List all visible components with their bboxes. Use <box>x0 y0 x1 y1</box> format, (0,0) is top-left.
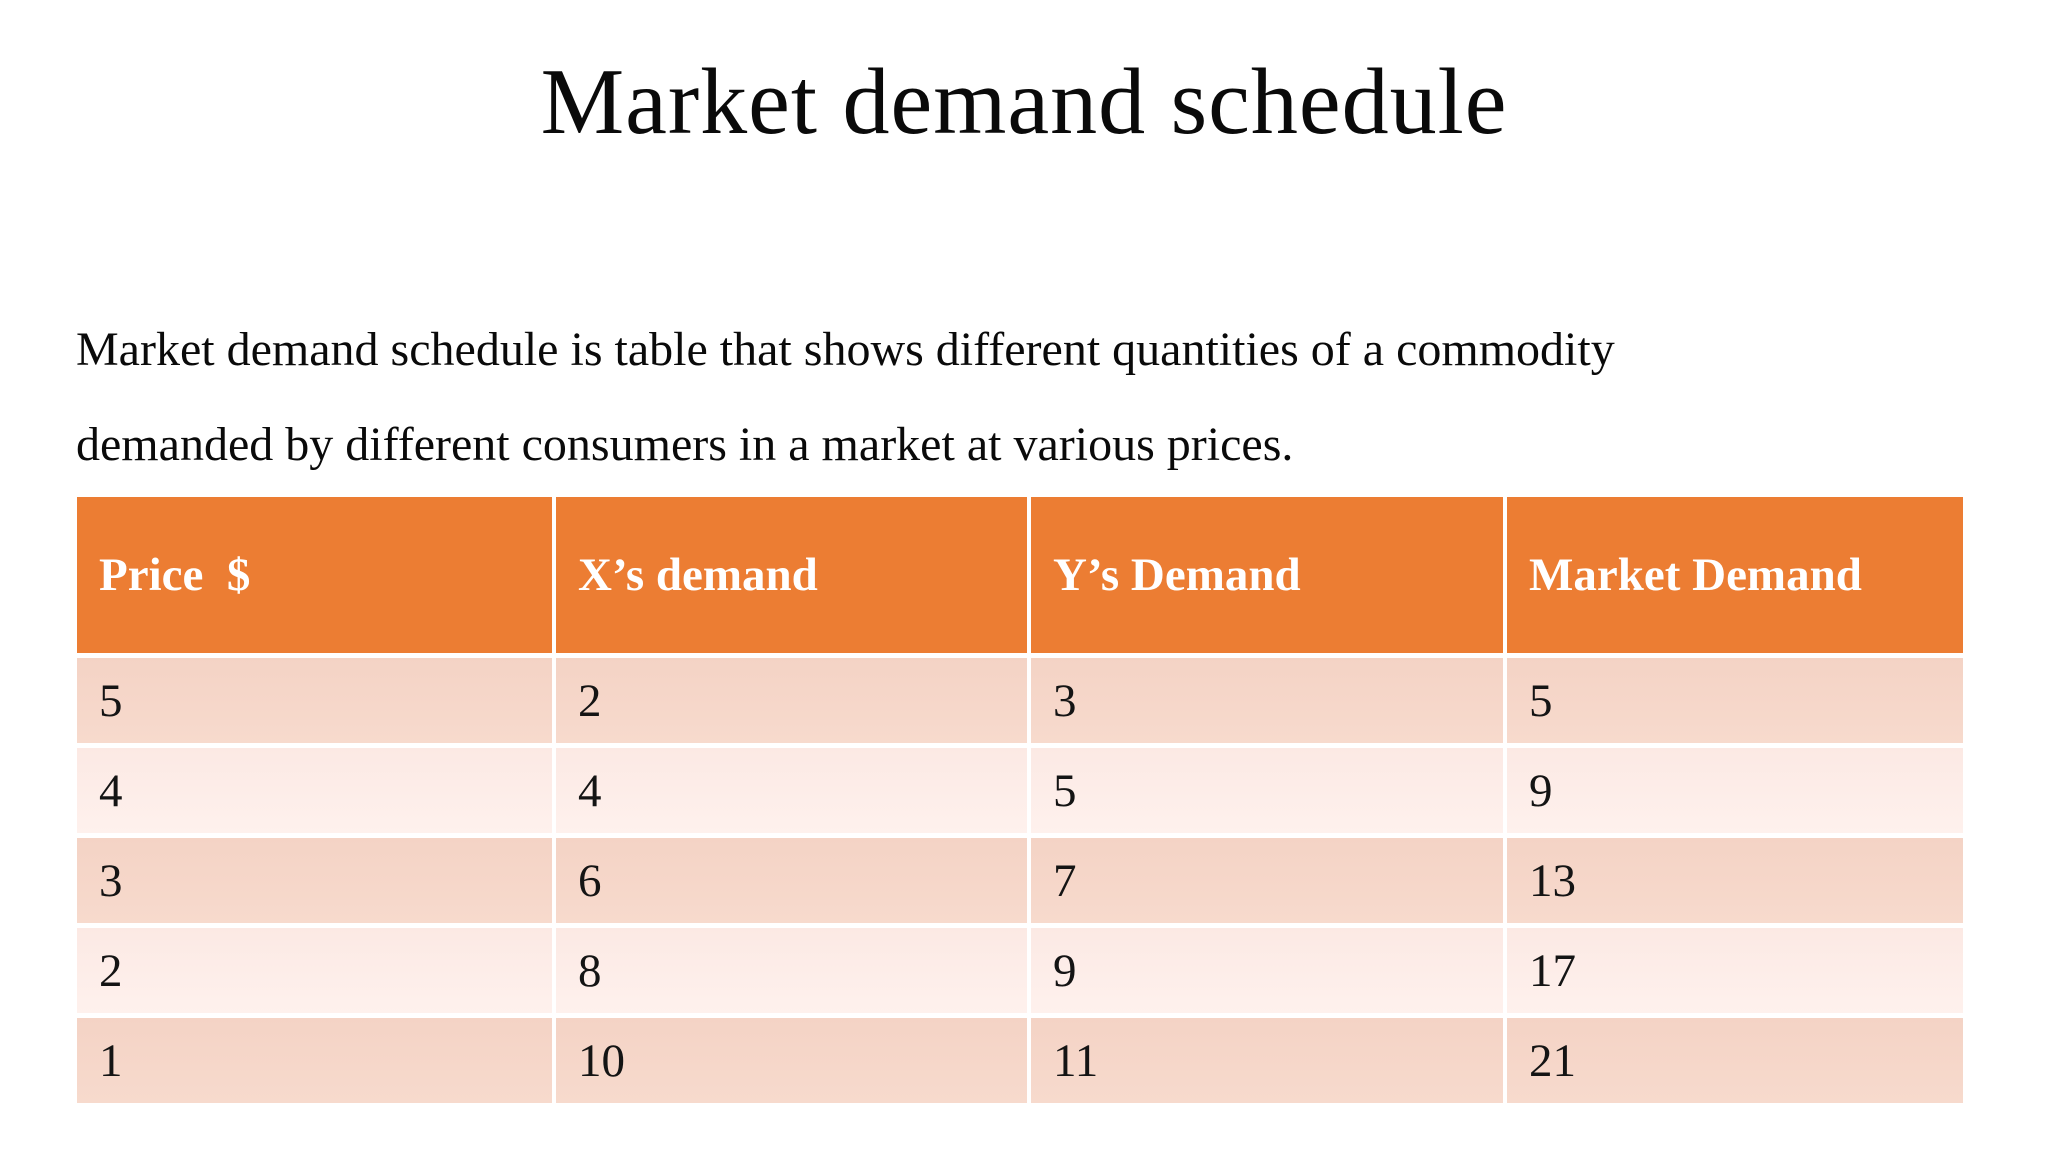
market-demand-table: Price $ X’s demand Y’s Demand Market Dem… <box>77 497 1963 1103</box>
table-cell-x-demand: 10 <box>556 1018 1027 1103</box>
description-line-1: Market demand schedule is table that sho… <box>76 323 1615 376</box>
column-header-y-demand: Y’s Demand <box>1031 497 1503 653</box>
table-cell-price: 1 <box>77 1018 552 1103</box>
table-cell-price: 2 <box>77 928 552 1013</box>
table-cell-y-demand: 5 <box>1031 748 1503 833</box>
table-cell-market-demand: 9 <box>1507 748 1963 833</box>
column-header-market-demand: Market Demand <box>1507 497 1963 653</box>
column-header-price: Price $ <box>77 497 552 653</box>
table-cell-market-demand: 21 <box>1507 1018 1963 1103</box>
table-cell-market-demand: 17 <box>1507 928 1963 1013</box>
description-paragraph: Market demand schedule is table that sho… <box>76 302 1956 492</box>
table-cell-x-demand: 2 <box>556 658 1027 743</box>
table-cell-market-demand: 13 <box>1507 838 1963 923</box>
table-cell-y-demand: 11 <box>1031 1018 1503 1103</box>
table-cell-y-demand: 7 <box>1031 838 1503 923</box>
table-cell-x-demand: 8 <box>556 928 1027 1013</box>
table-cell-y-demand: 3 <box>1031 658 1503 743</box>
table-cell-x-demand: 6 <box>556 838 1027 923</box>
table-cell-price: 3 <box>77 838 552 923</box>
table-cell-market-demand: 5 <box>1507 658 1963 743</box>
table-cell-price: 5 <box>77 658 552 743</box>
table-cell-x-demand: 4 <box>556 748 1027 833</box>
page-title: Market demand schedule <box>540 50 1508 154</box>
column-header-x-demand: X’s demand <box>556 497 1027 653</box>
description-line-2: demanded by different consumers in a mar… <box>76 418 1294 471</box>
table-cell-price: 4 <box>77 748 552 833</box>
table-cell-y-demand: 9 <box>1031 928 1503 1013</box>
